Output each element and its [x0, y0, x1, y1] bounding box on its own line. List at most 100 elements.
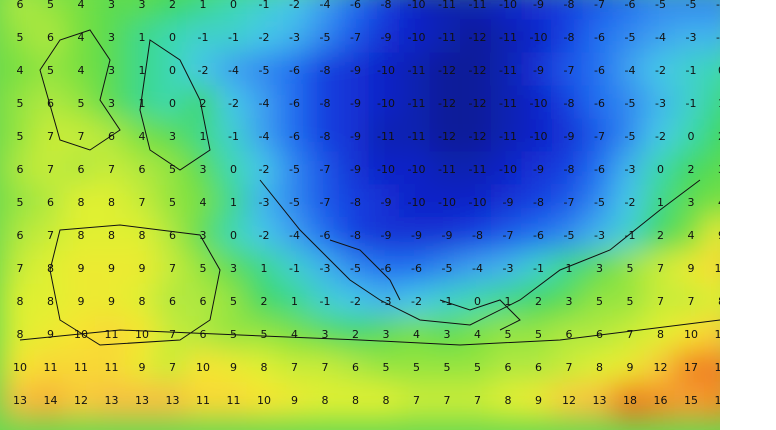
value-label: -8: [320, 64, 331, 77]
field-cell: [704, 19, 720, 57]
value-label: -6: [381, 262, 392, 275]
value-label: -2: [655, 130, 666, 143]
value-label: 5: [17, 130, 24, 143]
value-label: 8: [108, 229, 115, 242]
value-label: -11: [377, 130, 395, 143]
field-cell: [673, 0, 709, 24]
value-label: -6: [594, 64, 605, 77]
field-cell: [551, 382, 587, 420]
field-cell: [490, 217, 526, 255]
field-cell: [338, 52, 373, 90]
field-cell: [277, 151, 312, 189]
value-label: 1: [566, 262, 573, 275]
field-cell: [277, 0, 312, 24]
field-cell: [338, 0, 373, 24]
value-label: -3: [503, 262, 514, 275]
field-cell: [460, 19, 495, 57]
value-label: -7: [594, 130, 605, 143]
value-label: -10: [408, 31, 426, 44]
field-cell: [643, 283, 678, 321]
field-cell: [216, 0, 251, 24]
field-cell: [155, 382, 190, 420]
value-label: -9: [564, 130, 575, 143]
field-cell: [368, 85, 404, 123]
value-label: 7: [47, 130, 54, 143]
field-cell: [673, 349, 709, 387]
field-cell: [33, 349, 68, 387]
field-cell: [582, 0, 617, 24]
field-cell: [246, 151, 282, 189]
value-label: -2: [625, 196, 636, 209]
field-cell: [368, 382, 404, 420]
field-cell: [643, 151, 678, 189]
value-label: -5: [289, 196, 300, 209]
value-label: 7: [474, 394, 481, 407]
value-label: -8: [320, 130, 331, 143]
value-label: 5: [78, 97, 85, 110]
field-cell: [338, 85, 373, 123]
field-cell: [2, 316, 38, 354]
value-label: 4: [688, 229, 695, 242]
value-label: -4: [625, 64, 636, 77]
value-label: -8: [564, 0, 575, 11]
value-label: 11: [74, 361, 88, 374]
field-cell: [185, 217, 221, 255]
field-cell: [94, 316, 129, 354]
field-cell: [612, 85, 648, 123]
value-label: 8: [352, 394, 359, 407]
field-cell: [2, 19, 38, 57]
field-cell: [94, 382, 129, 420]
field-cell: [673, 52, 709, 90]
value-label: -9: [381, 196, 392, 209]
value-label: 4: [17, 64, 24, 77]
field-cell: [277, 316, 312, 354]
value-label: -4: [289, 229, 300, 242]
value-label: -3: [320, 262, 331, 275]
field-cell: [277, 19, 312, 57]
value-label: 3: [596, 262, 603, 275]
value-label: -7: [564, 196, 575, 209]
field-cell: [551, 316, 587, 354]
field-cell: [704, 184, 720, 222]
field-cell: [704, 316, 720, 354]
field-cell: [33, 382, 68, 420]
field-cell: [643, 184, 678, 222]
value-label: 6: [535, 361, 542, 374]
field-cell: [2, 382, 38, 420]
value-label: 3: [322, 328, 329, 341]
value-label: 3: [108, 0, 115, 11]
value-label: 1: [139, 64, 146, 77]
value-label: 9: [139, 262, 146, 275]
field-cell: [399, 151, 434, 189]
value-label: -4: [320, 0, 331, 11]
field-cell: [704, 283, 720, 321]
field-cell: [399, 382, 434, 420]
field-cell: [612, 283, 648, 321]
field-cell: [704, 382, 720, 420]
field-cell: [551, 19, 587, 57]
field-cell: [63, 250, 99, 288]
field-cell: [673, 85, 709, 123]
value-label: 7: [322, 361, 329, 374]
value-label: 13: [13, 394, 27, 407]
field-cell: [460, 349, 495, 387]
value-label: 2: [688, 163, 695, 176]
field-cell: [399, 184, 434, 222]
value-label: 4: [474, 328, 481, 341]
field-cell: [612, 118, 648, 156]
value-label: 0: [230, 163, 237, 176]
field-cell: [551, 151, 587, 189]
value-label: -6: [289, 64, 300, 77]
field-cell: [521, 52, 556, 90]
value-label: 7: [47, 229, 54, 242]
value-label: 3: [566, 295, 573, 308]
value-label: 3: [108, 97, 115, 110]
value-label: -8: [350, 196, 361, 209]
value-label: 8: [322, 394, 329, 407]
field-cell: [307, 283, 343, 321]
value-label: -9: [350, 163, 361, 176]
field-cell: [185, 19, 221, 57]
value-label: -5: [442, 262, 453, 275]
value-label: 3: [200, 163, 207, 176]
